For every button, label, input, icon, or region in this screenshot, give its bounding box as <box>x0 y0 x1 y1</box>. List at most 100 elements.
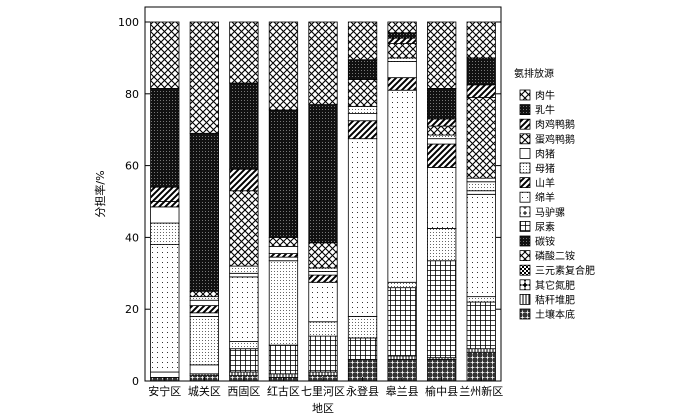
bar-stack <box>427 21 457 382</box>
bar-stack <box>229 21 259 382</box>
bar-segment <box>189 21 219 134</box>
bar-segment <box>466 351 496 382</box>
legend-swatch <box>519 177 531 189</box>
y-tick-label: 60 <box>125 160 139 173</box>
bar-segment <box>189 290 219 298</box>
y-tick-label: 80 <box>125 88 139 101</box>
bar-segment <box>268 21 299 111</box>
bar-segment <box>387 89 417 283</box>
bar-segment <box>229 82 259 170</box>
legend-label: 山羊 <box>535 177 555 190</box>
bar-segment <box>150 88 180 188</box>
bar-segment <box>347 105 378 114</box>
bar-segment <box>308 321 338 337</box>
bar-segment <box>229 265 259 274</box>
bar-segment <box>229 348 259 373</box>
bar-segment <box>387 43 417 59</box>
x-axis: 安宁区 城关区 西固区 红古区 七里河区 永登县 皋兰县 榆中县 兰州新区 <box>148 377 503 398</box>
x-tick-label: 西固区 <box>227 385 260 398</box>
bar-segment <box>150 371 180 378</box>
bar-segment <box>387 355 417 360</box>
legend-swatch <box>519 250 531 262</box>
x-tick-label: 永登县 <box>346 384 379 398</box>
bar-segment <box>308 21 338 105</box>
bar-segment <box>189 305 219 314</box>
bar-segment <box>466 96 496 179</box>
y-tick-label: 0 <box>132 375 139 388</box>
x-tick-label: 皋兰县 <box>386 384 419 398</box>
bar-segment <box>268 373 299 378</box>
bar-segment <box>150 21 180 89</box>
bar-segment <box>347 138 378 317</box>
legend-label: 肉猪 <box>535 147 555 160</box>
legend-swatch <box>519 162 531 174</box>
bar-segment <box>466 177 496 183</box>
bar-segment <box>189 315 219 366</box>
legend-label: 土壤本底 <box>535 308 575 321</box>
bar-segment <box>387 77 417 91</box>
bar-segment <box>189 299 219 307</box>
legend-swatch <box>519 264 531 276</box>
legend-swatch <box>519 235 531 247</box>
legend-swatch <box>519 206 531 218</box>
bar-segment <box>150 222 180 245</box>
x-tick-label: 兰州新区 <box>459 384 503 398</box>
bar-segment <box>308 281 338 323</box>
bar-segment <box>150 201 180 208</box>
bar-segment <box>466 190 496 195</box>
bar-segment <box>229 276 259 342</box>
bar-segment <box>387 21 417 34</box>
bar-segment <box>268 260 299 346</box>
y-axis: 0 20 40 60 80 100 <box>118 16 501 388</box>
bar-segment <box>427 228 457 262</box>
x-tick-label: 城关区 <box>188 384 221 398</box>
y-axis-title: 分担率/% <box>93 170 107 217</box>
y-tick-label: 100 <box>118 16 139 29</box>
x-tick-label: 红古区 <box>267 385 300 398</box>
bar-stack <box>387 21 417 382</box>
x-tick-label: 榆中县 <box>425 384 458 398</box>
bar-segment <box>189 132 219 292</box>
bar-segment <box>308 274 338 283</box>
legend-swatch <box>519 279 531 291</box>
bar-segment <box>427 143 457 168</box>
x-axis-title: 地区 <box>312 402 334 415</box>
legend-swatch <box>519 147 531 159</box>
bar-segment <box>268 236 299 247</box>
bar-segment <box>466 57 496 86</box>
bar-segment <box>387 287 417 357</box>
legend-label: 乳牛 <box>535 104 555 117</box>
bar-segment <box>387 37 417 44</box>
x-tick-label: 七里河区 <box>301 385 345 398</box>
bar-segment <box>466 296 496 303</box>
bar-segment <box>466 301 496 350</box>
bar-segment <box>466 348 496 353</box>
bar-segment <box>268 256 299 262</box>
bar-segment <box>308 267 338 272</box>
bar-segment <box>308 242 338 269</box>
bar-segment <box>387 32 417 39</box>
bar-segment <box>347 21 378 61</box>
legend-title: 氨排放源 <box>514 67 554 80</box>
x-tick-label: 安宁区 <box>148 384 181 398</box>
bar-segment <box>347 79 378 107</box>
bar-segment <box>189 364 219 375</box>
bar-segment <box>150 206 180 224</box>
legend-label: 母猪 <box>535 163 555 175</box>
bar-segment <box>308 371 338 377</box>
legend-label: 其它氮肥 <box>535 279 575 292</box>
bar-segment <box>427 118 457 127</box>
bar-segment <box>427 21 457 89</box>
legend-label: 蛋鸡鸭鹅 <box>535 133 575 146</box>
legend-swatch <box>519 118 531 130</box>
legend-swatch <box>519 191 531 203</box>
bars <box>150 21 496 382</box>
bar-segment <box>347 113 378 122</box>
bar-segment <box>427 138 457 145</box>
bar-segment <box>427 260 457 359</box>
bar-segment <box>466 21 496 59</box>
bar-segment <box>347 315 378 339</box>
bar-segment <box>229 371 259 377</box>
bar-stack <box>347 21 378 382</box>
